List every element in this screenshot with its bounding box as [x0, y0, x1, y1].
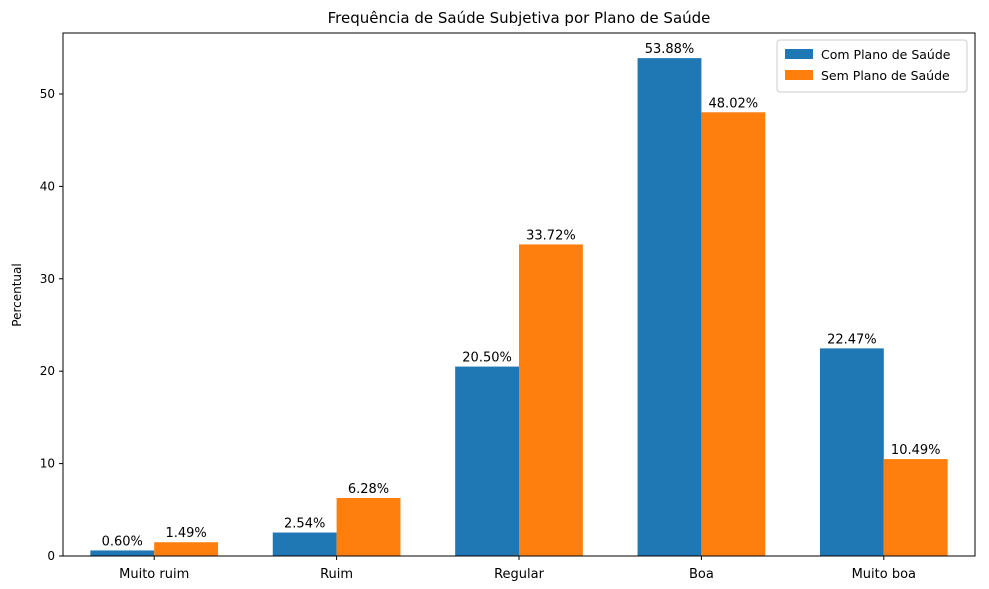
x-tick-label: Regular [494, 567, 545, 582]
bar [336, 497, 401, 556]
bar-value-label: 22.47% [827, 332, 877, 347]
bar-value-label: 53.88% [645, 42, 695, 57]
y-tick-label: 30 [40, 272, 55, 286]
legend-label: Sem Plano de Saúde [821, 68, 950, 83]
bar [154, 542, 219, 556]
bar [519, 244, 583, 556]
x-tick-label: Boa [689, 567, 714, 582]
bar-value-label: 33.72% [526, 228, 576, 243]
bar [637, 58, 702, 556]
y-axis-label: Percentual [10, 263, 24, 326]
y-tick-label: 40 [40, 179, 55, 193]
y-tick-label: 20 [40, 364, 55, 378]
y-tick-label: 10 [40, 457, 55, 471]
x-tick-label: Ruim [320, 567, 353, 582]
plot-area: 0.60% 2.54% 20.50% 53.88% 22.47% 1.49% 6.28% 33… [40, 32, 976, 582]
y-tick-label: 50 [40, 87, 55, 101]
chart-title: Frequência de Saúde Subjetiva por Plano … [328, 9, 711, 27]
bar [272, 532, 337, 556]
bar-value-label: 1.49% [165, 526, 206, 541]
bar [90, 550, 155, 556]
bar-value-label: 10.49% [891, 443, 941, 458]
bar-value-label: 2.54% [284, 517, 325, 532]
bar-value-label: 0.60% [102, 534, 143, 549]
legend-swatch [785, 70, 813, 80]
legend-swatch [785, 49, 813, 59]
bar [701, 112, 766, 557]
bar-value-label: 6.28% [348, 482, 389, 497]
legend-box [776, 39, 968, 93]
bar-value-label: 20.50% [462, 351, 512, 366]
x-tick-label: Muito boa [852, 567, 916, 582]
x-tick-label: Muito ruim [119, 567, 189, 582]
bar [883, 459, 948, 556]
bar-value-label: 48.02% [709, 96, 759, 111]
bar [819, 348, 884, 556]
bar [455, 366, 519, 556]
legend-label: Com Plano de Saúde [821, 47, 951, 62]
y-tick-label: 0 [47, 549, 55, 563]
